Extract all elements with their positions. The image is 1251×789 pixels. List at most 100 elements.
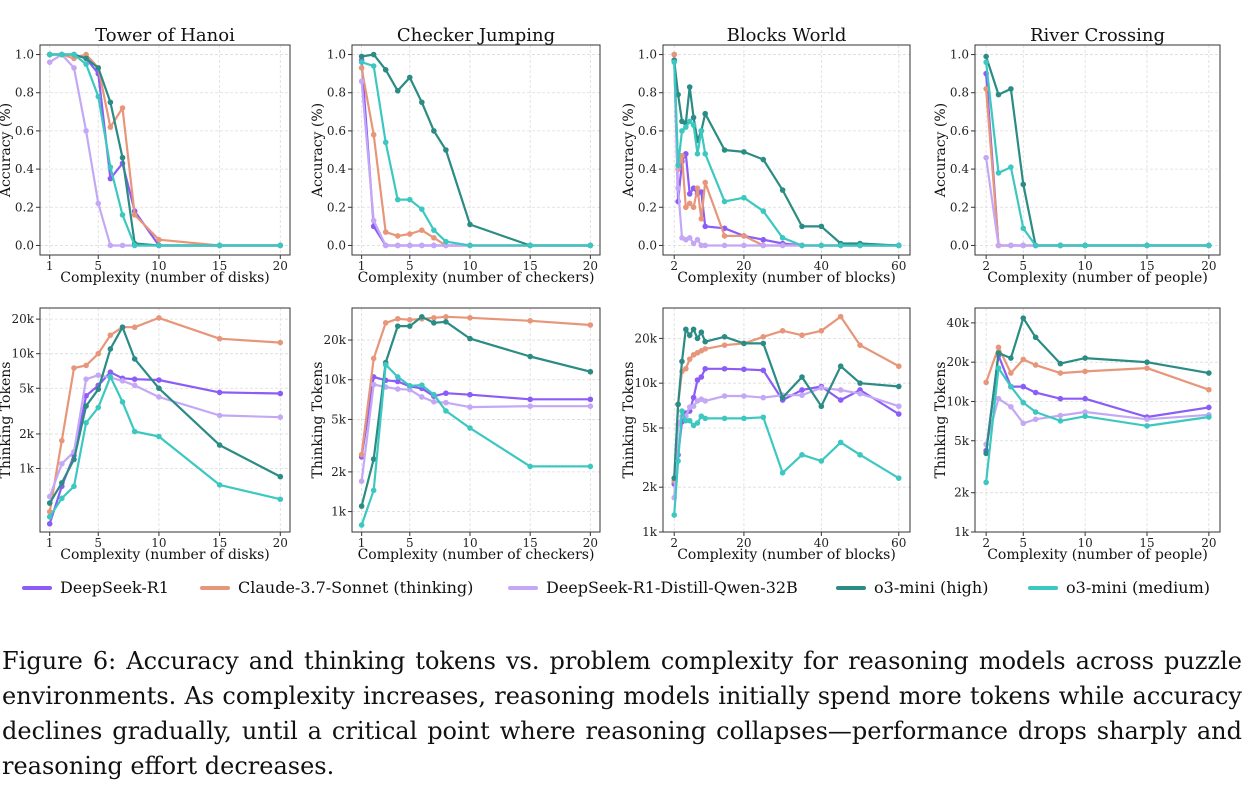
data-point bbox=[1057, 370, 1064, 376]
data-point bbox=[698, 128, 705, 134]
data-point bbox=[382, 139, 389, 146]
legend-item-o3-mini-high: o3-mini (high) bbox=[836, 578, 988, 597]
y-tick-label: 0.0 bbox=[638, 238, 657, 252]
x-tick-label: 40 bbox=[814, 259, 829, 273]
data-point bbox=[995, 350, 1002, 356]
data-point bbox=[71, 65, 77, 71]
data-point bbox=[690, 240, 697, 247]
data-point bbox=[119, 154, 126, 161]
data-point bbox=[686, 118, 693, 125]
data-point bbox=[698, 242, 705, 249]
data-point bbox=[818, 242, 825, 249]
data-point bbox=[995, 242, 1002, 249]
data-point bbox=[1008, 242, 1014, 249]
data-point bbox=[702, 365, 708, 372]
data-point bbox=[119, 324, 126, 331]
x-axis-label: Complexity (number of blocks) bbox=[677, 547, 896, 563]
data-point bbox=[131, 212, 138, 218]
panel-title: Checker Jumping bbox=[397, 25, 555, 46]
data-point bbox=[83, 61, 89, 67]
data-point bbox=[760, 414, 767, 421]
series-line-deepseek-r1-distill-qwen-32b bbox=[673, 386, 900, 498]
data-point bbox=[895, 475, 902, 481]
data-point bbox=[358, 522, 365, 528]
x-tick-label: 15 bbox=[1139, 259, 1154, 273]
y-axis-label: Accuracy (%) bbox=[0, 103, 14, 198]
data-point bbox=[675, 458, 681, 464]
data-point bbox=[358, 503, 365, 509]
data-point bbox=[431, 128, 437, 134]
data-point bbox=[702, 151, 708, 157]
legend-item-distill-qwen: DeepSeek-R1-Distill-Qwen-32B bbox=[508, 578, 798, 597]
data-point bbox=[702, 398, 708, 404]
y-tick-label: 1k bbox=[642, 525, 658, 539]
x-tick-label: 20 bbox=[736, 536, 751, 550]
data-point bbox=[527, 396, 533, 403]
data-point bbox=[690, 394, 697, 401]
data-point bbox=[799, 387, 805, 393]
data-point bbox=[799, 242, 805, 249]
series-line-deepseek-r1-distill-qwen-32b bbox=[360, 81, 591, 247]
data-point bbox=[1032, 416, 1039, 423]
data-point bbox=[1020, 181, 1027, 188]
legend-label: o3-mini (medium) bbox=[1066, 578, 1210, 597]
data-point bbox=[983, 479, 989, 486]
data-point bbox=[675, 401, 681, 408]
data-point bbox=[419, 227, 425, 233]
x-tick-label: 15 bbox=[212, 536, 227, 550]
data-point bbox=[406, 316, 413, 323]
data-point bbox=[760, 394, 767, 401]
legend-label: DeepSeek-R1-Distill-Qwen-32B bbox=[546, 578, 798, 597]
y-tick-label: 5k bbox=[19, 381, 35, 395]
data-point bbox=[95, 386, 102, 393]
y-axis-label: Thinking Tokens bbox=[621, 362, 637, 479]
data-point bbox=[721, 198, 728, 205]
plot-frame bbox=[974, 307, 1221, 533]
data-point bbox=[406, 196, 413, 203]
data-point bbox=[358, 53, 365, 60]
x-tick-label: 15 bbox=[1139, 536, 1154, 550]
data-point bbox=[702, 242, 708, 249]
figure-caption: Figure 6: Accuracy and thinking tokens v… bbox=[2, 647, 1242, 780]
data-point bbox=[779, 187, 786, 193]
data-point bbox=[394, 323, 401, 329]
data-point bbox=[1008, 370, 1014, 376]
data-point bbox=[216, 242, 223, 249]
data-point bbox=[683, 204, 689, 211]
data-point bbox=[779, 327, 786, 334]
data-point bbox=[1057, 395, 1064, 402]
data-point bbox=[443, 147, 449, 153]
data-point bbox=[698, 329, 705, 336]
x-tick-label: 15 bbox=[523, 536, 538, 550]
data-point bbox=[370, 131, 377, 138]
data-point bbox=[675, 185, 681, 191]
legend: DeepSeek-R1 Claude-3.7-Sonnet (thinking)… bbox=[20, 578, 1240, 602]
data-point bbox=[131, 376, 138, 382]
panel-7: 2 20 40 60 1k 2k 5k 10k 20k Complexity (number of… bbox=[621, 307, 911, 563]
data-point bbox=[1020, 383, 1027, 390]
data-point bbox=[698, 215, 705, 222]
y-tick-label: 20k bbox=[946, 355, 969, 369]
x-tick-label: 20 bbox=[273, 536, 288, 550]
data-point bbox=[702, 179, 708, 186]
data-point bbox=[406, 382, 413, 389]
data-point bbox=[1020, 225, 1027, 232]
plot-frame bbox=[974, 44, 1221, 256]
data-point bbox=[370, 63, 377, 69]
data-point bbox=[46, 493, 53, 500]
data-point bbox=[119, 212, 126, 218]
data-point bbox=[779, 235, 786, 241]
x-tick-label: 15 bbox=[212, 259, 227, 273]
data-point bbox=[156, 315, 162, 321]
data-point bbox=[721, 342, 728, 348]
legend-item-claude-thinking: Claude-3.7-Sonnet (thinking) bbox=[200, 578, 473, 597]
data-point bbox=[837, 439, 844, 446]
data-point bbox=[83, 392, 89, 399]
x-tick-label: 60 bbox=[891, 536, 906, 550]
data-point bbox=[686, 332, 693, 339]
y-tick-label: 0.4 bbox=[950, 162, 969, 176]
data-point bbox=[406, 242, 413, 249]
data-point bbox=[1008, 383, 1014, 390]
data-point bbox=[995, 91, 1002, 98]
